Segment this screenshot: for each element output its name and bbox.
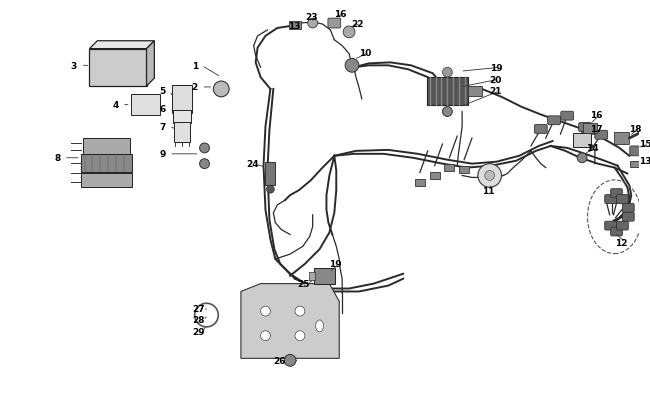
Text: 20: 20: [489, 75, 502, 84]
FancyBboxPatch shape: [623, 213, 634, 222]
Text: 6: 6: [159, 105, 166, 114]
Text: 14: 14: [586, 144, 599, 153]
Circle shape: [577, 153, 587, 163]
Text: 12: 12: [616, 238, 628, 247]
Bar: [468, 87, 482, 96]
Bar: [90, 49, 146, 87]
Bar: [81, 154, 132, 172]
Circle shape: [213, 82, 229, 98]
Bar: [131, 95, 161, 116]
Text: 10: 10: [359, 49, 371, 58]
Text: 29: 29: [192, 328, 205, 337]
FancyBboxPatch shape: [630, 147, 645, 156]
Circle shape: [478, 164, 501, 188]
Bar: [289, 22, 301, 30]
FancyBboxPatch shape: [604, 195, 616, 204]
Text: 13: 13: [288, 21, 300, 30]
Text: 25: 25: [297, 279, 309, 288]
Bar: [81, 174, 132, 188]
Polygon shape: [90, 42, 154, 49]
Text: 28: 28: [192, 316, 205, 325]
Text: 7: 7: [159, 122, 166, 132]
Text: 9: 9: [159, 150, 166, 159]
Bar: [430, 173, 439, 179]
Polygon shape: [241, 284, 339, 358]
FancyBboxPatch shape: [616, 195, 629, 204]
Circle shape: [295, 307, 305, 316]
Circle shape: [261, 307, 270, 316]
Text: 22: 22: [351, 19, 363, 28]
Bar: [172, 86, 192, 113]
Circle shape: [443, 68, 452, 78]
Circle shape: [261, 331, 270, 341]
FancyBboxPatch shape: [604, 222, 616, 230]
Text: 13: 13: [639, 157, 650, 166]
FancyBboxPatch shape: [616, 222, 629, 230]
Text: 16: 16: [334, 10, 347, 19]
Bar: [173, 110, 190, 124]
Text: 24: 24: [246, 160, 259, 169]
FancyBboxPatch shape: [328, 19, 341, 29]
Bar: [309, 272, 315, 280]
Text: 8: 8: [54, 154, 60, 163]
Bar: [265, 162, 276, 186]
Text: 4: 4: [112, 101, 118, 110]
Bar: [573, 134, 591, 147]
Text: 15: 15: [639, 140, 650, 149]
FancyBboxPatch shape: [595, 131, 608, 140]
Text: 17: 17: [590, 124, 603, 133]
Circle shape: [200, 159, 209, 169]
Bar: [459, 167, 469, 174]
Text: 18: 18: [629, 124, 642, 133]
Bar: [445, 165, 454, 172]
Polygon shape: [146, 42, 154, 87]
Circle shape: [485, 171, 495, 181]
Text: 27: 27: [192, 304, 205, 313]
Bar: [427, 78, 468, 105]
FancyBboxPatch shape: [610, 189, 623, 198]
FancyBboxPatch shape: [534, 125, 547, 134]
Bar: [174, 123, 190, 143]
Circle shape: [284, 354, 296, 366]
Circle shape: [345, 59, 359, 73]
Circle shape: [295, 331, 305, 341]
Text: 11: 11: [482, 186, 494, 195]
Circle shape: [307, 19, 318, 29]
Text: 3: 3: [71, 62, 77, 70]
Text: 23: 23: [305, 13, 317, 21]
FancyBboxPatch shape: [548, 117, 560, 126]
Circle shape: [443, 107, 452, 117]
Ellipse shape: [316, 320, 324, 332]
Bar: [415, 179, 424, 186]
Bar: [83, 139, 130, 154]
Bar: [614, 133, 629, 145]
Text: 21: 21: [489, 87, 502, 96]
FancyBboxPatch shape: [610, 228, 623, 237]
Bar: [630, 161, 640, 167]
Bar: [583, 124, 597, 134]
FancyBboxPatch shape: [561, 112, 573, 121]
Text: 19: 19: [330, 260, 342, 269]
Text: 2: 2: [192, 83, 198, 92]
FancyBboxPatch shape: [623, 204, 634, 213]
Bar: [314, 268, 335, 284]
Circle shape: [343, 27, 355, 39]
FancyBboxPatch shape: [578, 123, 592, 132]
Circle shape: [200, 144, 209, 153]
Text: 26: 26: [274, 356, 286, 365]
Circle shape: [266, 186, 274, 194]
Text: 5: 5: [159, 87, 166, 96]
Text: 1: 1: [192, 62, 198, 70]
Text: 16: 16: [590, 111, 603, 120]
Text: 19: 19: [489, 64, 502, 72]
